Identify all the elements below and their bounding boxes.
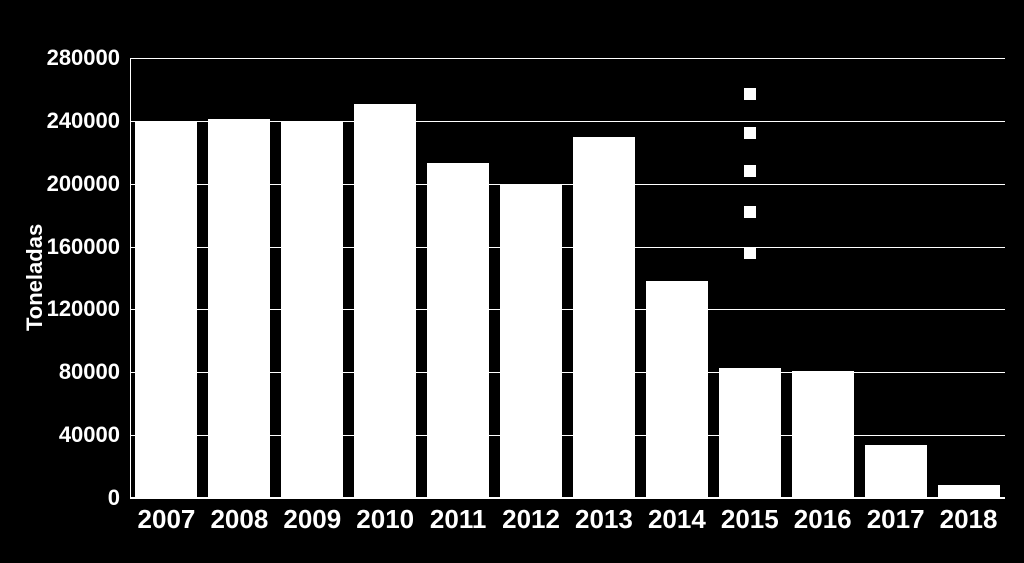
overlay-marker <box>744 165 756 177</box>
bar <box>135 121 197 498</box>
y-tick-label: 280000 <box>0 45 120 71</box>
x-tick-label: 2011 <box>422 504 495 535</box>
bar <box>719 368 781 498</box>
x-tick-label: 2007 <box>130 504 203 535</box>
x-tick-label: 2013 <box>568 504 641 535</box>
x-tick-label: 2008 <box>203 504 276 535</box>
x-tick-label: 2012 <box>495 504 568 535</box>
overlay-marker <box>744 127 756 139</box>
plot-area <box>130 58 1005 498</box>
bar <box>500 184 562 498</box>
bar <box>792 371 854 498</box>
chart-container: Toneladas 040000800001200001600002000002… <box>0 0 1024 563</box>
x-tick-label: 2014 <box>640 504 713 535</box>
x-tick-label: 2018 <box>932 504 1005 535</box>
x-tick-label: 2016 <box>786 504 859 535</box>
overlay-marker <box>744 88 756 100</box>
bar <box>281 121 343 498</box>
y-tick-label: 40000 <box>0 422 120 448</box>
x-tick-label: 2010 <box>349 504 422 535</box>
y-tick-label: 80000 <box>0 359 120 385</box>
bar <box>354 104 416 498</box>
bar <box>938 485 1000 498</box>
gridline <box>130 58 1005 59</box>
bar <box>865 445 927 498</box>
overlay-marker <box>744 247 756 259</box>
overlay-marker <box>744 206 756 218</box>
y-tick-label: 120000 <box>0 296 120 322</box>
y-axis-line <box>130 58 131 498</box>
y-tick-label: 0 <box>0 485 120 511</box>
gridline <box>130 498 1005 499</box>
bar <box>427 163 489 498</box>
y-tick-label: 200000 <box>0 171 120 197</box>
y-tick-label: 240000 <box>0 108 120 134</box>
bar <box>208 119 270 498</box>
x-tick-label: 2015 <box>713 504 786 535</box>
x-tick-label: 2017 <box>859 504 932 535</box>
y-tick-label: 160000 <box>0 234 120 260</box>
bar <box>646 281 708 498</box>
x-tick-label: 2009 <box>276 504 349 535</box>
bar <box>573 137 635 498</box>
